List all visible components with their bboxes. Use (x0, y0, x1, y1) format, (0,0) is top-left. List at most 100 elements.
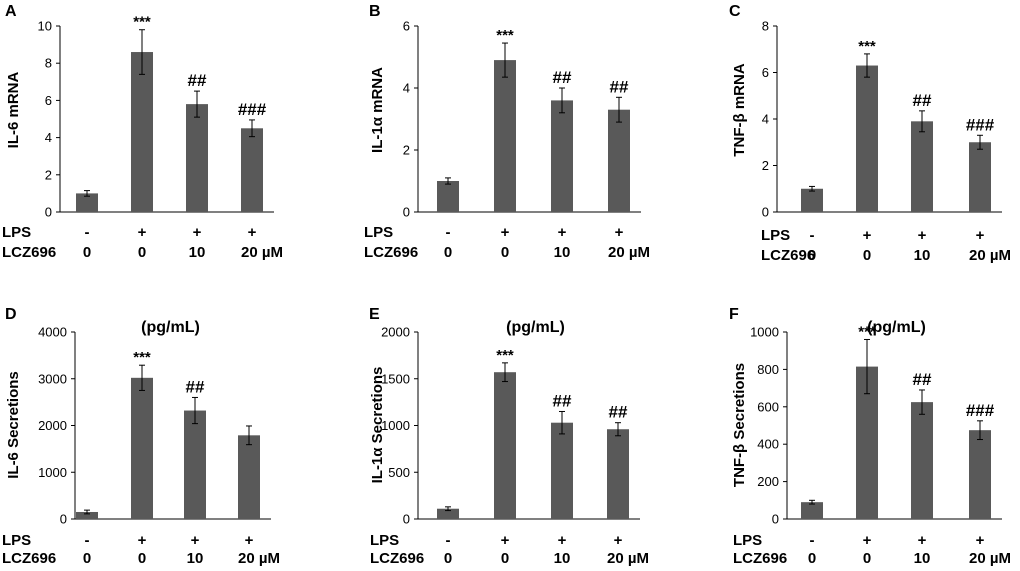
y-tick-label: 8 (762, 19, 769, 34)
bar (494, 60, 516, 212)
bar (856, 65, 878, 213)
bar (131, 377, 153, 519)
bar (969, 142, 991, 212)
lps-row-value: + (918, 227, 927, 244)
lps-row-value: + (863, 227, 872, 244)
y-tick-label: 10 (38, 19, 52, 34)
y-tick-label: 1000 (38, 465, 67, 480)
significance-label: *** (858, 323, 876, 340)
lcz696-row-value: 10 (187, 550, 204, 567)
lcz696-row-value: 20 µM (607, 550, 649, 567)
significance-label: *** (858, 38, 876, 55)
y-tick-label: 4 (762, 112, 769, 127)
y-axis-label: IL-6 Secretions (5, 371, 22, 479)
y-tick-label: 6 (762, 65, 769, 80)
y-tick-label: 800 (757, 362, 779, 377)
lps-row-value: + (245, 532, 254, 549)
lcz696-row-value: 20 µM (969, 550, 1011, 567)
y-tick-label: 1000 (750, 325, 779, 340)
bar (494, 372, 516, 519)
significance-label: ### (238, 100, 267, 119)
lps-row-value: + (191, 532, 200, 549)
bar (911, 402, 933, 519)
lps-row-value: + (558, 224, 567, 241)
lcz696-row-value: 0 (501, 244, 509, 261)
panel-D: DIL-6 Secretions(pg/mL)01000200030004000… (2, 306, 280, 567)
lps-row-value: + (863, 532, 872, 549)
lcz696-row-value: 0 (83, 244, 91, 261)
bar (856, 366, 878, 519)
lcz696-row-value: 0 (444, 550, 452, 567)
y-tick-label: 0 (60, 512, 67, 527)
y-axis-label: TNF-β Secretions (731, 363, 748, 487)
lps-row-value: + (501, 532, 510, 549)
lps-row-label: LPS (370, 532, 399, 549)
bar (969, 430, 991, 519)
significance-label: ## (188, 71, 207, 90)
panel-letter: B (369, 3, 381, 20)
lps-row-value: + (248, 224, 257, 241)
lcz696-row-value: 10 (914, 550, 931, 567)
lcz696-row-value: 0 (138, 550, 146, 567)
bar (801, 502, 823, 519)
lcz696-row-value: 0 (863, 247, 871, 264)
y-axis-label: IL-1α Secretions (369, 367, 386, 484)
significance-label: *** (133, 14, 151, 31)
y-tick-label: 200 (757, 474, 779, 489)
lcz696-row-value: 0 (138, 244, 146, 261)
panel-letter: E (369, 306, 380, 323)
lcz696-row-value: 0 (808, 550, 816, 567)
y-axis-label: IL-1α mRNA (369, 67, 386, 153)
lcz696-row-label: LCZ696 (761, 247, 815, 264)
lcz696-row-value: 0 (83, 550, 91, 567)
bar (551, 100, 573, 212)
y-tick-label: 2 (45, 167, 52, 182)
y-tick-label: 500 (388, 465, 410, 480)
lps-row-label: LPS (733, 532, 762, 549)
lps-row-label: LPS (364, 224, 393, 241)
lps-row-value: + (615, 224, 624, 241)
panel-letter: F (729, 306, 739, 323)
lps-row-value: - (810, 227, 815, 244)
lcz696-row-value: 0 (863, 550, 871, 567)
lcz696-row-label: LCZ696 (370, 550, 424, 567)
bar (911, 121, 933, 212)
bar (184, 410, 206, 519)
lps-row-value: - (446, 224, 451, 241)
lps-row-value: + (976, 532, 985, 549)
bar (801, 188, 823, 212)
y-tick-label: 2 (762, 158, 769, 173)
lps-row-value: - (810, 532, 815, 549)
lcz696-row-label: LCZ696 (364, 244, 418, 261)
bar (241, 128, 263, 212)
y-tick-label: 2000 (381, 325, 410, 340)
significance-label: ### (966, 115, 995, 134)
lps-row-value: + (193, 224, 202, 241)
y-tick-label: 0 (403, 512, 410, 527)
panel-E: EIL-1α Secretions(pg/mL)0500100015002000… (369, 306, 649, 567)
lps-row-label: LPS (2, 224, 31, 241)
lps-row-value: + (558, 532, 567, 549)
y-axis-label: IL-6 mRNA (5, 71, 22, 148)
y-tick-label: 2 (403, 143, 410, 158)
bar (607, 429, 629, 519)
lcz696-row-value: 0 (501, 550, 509, 567)
panel-letter: C (729, 3, 741, 20)
lcz696-row-value: 10 (554, 550, 571, 567)
lcz696-row-value: 0 (808, 247, 816, 264)
y-tick-label: 0 (762, 205, 769, 220)
significance-label: *** (496, 27, 514, 44)
significance-label: ## (913, 370, 932, 389)
y-tick-label: 4000 (38, 325, 67, 340)
lps-row-label: LPS (761, 227, 790, 244)
panel-letter: A (5, 3, 17, 20)
lcz696-row-value: 20 µM (241, 244, 283, 261)
lcz696-row-value: 20 µM (238, 550, 280, 567)
lcz696-row-label: LCZ696 (733, 550, 787, 567)
y-tick-label: 6 (45, 93, 52, 108)
y-tick-label: 2000 (38, 418, 67, 433)
